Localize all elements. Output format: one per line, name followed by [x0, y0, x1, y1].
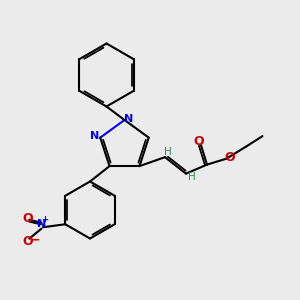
Text: +: +	[41, 215, 48, 224]
Text: O: O	[22, 235, 33, 248]
Text: H: H	[188, 172, 196, 182]
Text: O: O	[224, 151, 235, 164]
Text: O: O	[193, 135, 204, 148]
Text: H: H	[164, 147, 171, 157]
Text: O: O	[22, 212, 33, 225]
Text: N: N	[124, 113, 134, 124]
Text: N: N	[90, 131, 100, 141]
Text: N: N	[37, 219, 46, 229]
Text: −: −	[29, 233, 40, 246]
